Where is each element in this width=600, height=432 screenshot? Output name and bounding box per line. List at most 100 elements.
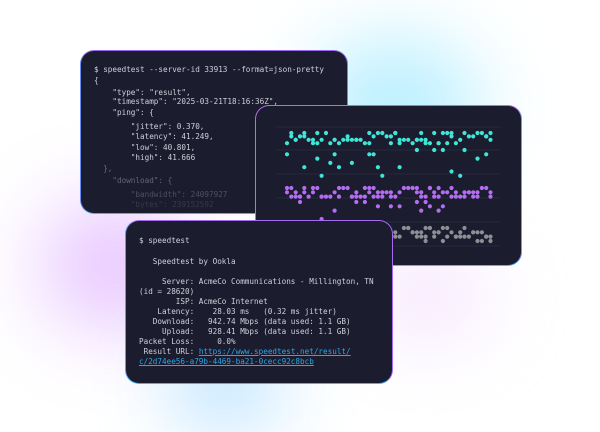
result-url-label: Result URL: <box>139 347 199 356</box>
cyan-dot <box>354 137 359 142</box>
grey-dot <box>471 230 476 235</box>
cyan-dot <box>319 173 324 178</box>
json-line: "download": { <box>94 176 173 185</box>
purple-dot <box>336 185 342 191</box>
cyan-dot <box>323 130 329 136</box>
purple-dot <box>414 190 419 195</box>
grey-dot <box>445 234 450 239</box>
cyan-dot <box>349 160 354 165</box>
grey-dot <box>432 230 437 235</box>
grey-dot <box>440 225 445 231</box>
grey-dot <box>432 234 437 239</box>
purple-dot <box>341 185 346 191</box>
purple-dot <box>371 185 376 191</box>
command-line: $ speedtest <box>139 236 190 245</box>
grey-dot <box>419 230 424 235</box>
cyan-dot <box>349 137 354 142</box>
purple-dot <box>436 194 441 199</box>
purple-dot <box>419 194 424 199</box>
purple-dot <box>284 190 290 195</box>
purple-dot <box>466 190 471 195</box>
purple-dot <box>440 204 445 209</box>
purple-dot <box>354 194 359 199</box>
cyan-dot <box>328 160 333 165</box>
purple-dot <box>397 204 402 209</box>
cyan-dot <box>315 156 320 161</box>
grey-dot <box>458 234 463 239</box>
cyan-dot <box>289 134 294 139</box>
purple-dot <box>367 190 372 195</box>
purple-dot <box>406 185 411 191</box>
purple-dot <box>362 185 367 191</box>
purple-dot <box>471 194 476 199</box>
purple-dot <box>427 204 432 209</box>
cyan-dot <box>284 141 290 146</box>
purple-dot <box>380 194 385 199</box>
cyan-dot <box>393 130 398 136</box>
purple-dot <box>449 194 454 199</box>
cyan-dot <box>315 141 320 146</box>
purple-dot <box>453 194 458 199</box>
cyan-dot <box>315 130 320 136</box>
cyan-dot <box>310 137 316 142</box>
grey-dot <box>393 234 398 239</box>
purple-dot <box>414 199 419 205</box>
cyan-dot <box>449 134 454 139</box>
grey-dot <box>475 230 480 235</box>
cyan-dot <box>367 141 372 146</box>
grey-dot <box>397 234 402 239</box>
grey-dot <box>423 238 428 244</box>
purple-dot <box>310 185 316 191</box>
grey-dot <box>406 225 411 231</box>
cyan-dot <box>440 130 445 136</box>
purple-dot <box>423 194 428 199</box>
cyan-dot <box>406 137 411 142</box>
purple-dot <box>436 208 441 213</box>
cyan-dot <box>427 141 432 146</box>
cyan-dot <box>419 130 424 136</box>
isp-line: ISP: AcmeCo Internet <box>139 297 268 306</box>
cyan-dot <box>336 141 342 146</box>
purple-dot <box>289 185 294 191</box>
grey-dot <box>466 234 471 239</box>
purple-dot <box>323 194 329 199</box>
cyan-dot <box>458 137 463 142</box>
grey-dot <box>423 234 428 239</box>
purple-dot <box>488 190 493 195</box>
purple-dot <box>440 190 445 195</box>
grey-dot <box>445 225 450 231</box>
cyan-dot <box>388 141 393 146</box>
json-line: "latency": 41.249, <box>94 132 214 141</box>
purple-dot <box>432 190 437 195</box>
cyan-dot <box>293 137 298 142</box>
cyan-dot <box>328 141 333 146</box>
purple-dot <box>332 190 337 195</box>
purple-dot <box>414 185 419 191</box>
cyan-dot <box>423 141 428 146</box>
result-url-link-continued[interactable]: c/2d74ee56-a79b-4469-ba21-0cecc92c8bcb <box>139 357 314 366</box>
cyan-dot <box>466 134 471 139</box>
purple-dot <box>354 190 359 195</box>
app-title: Speedtest by Ookla <box>139 257 236 266</box>
result-url-link[interactable]: https://www.speedtest.net/result/ <box>198 347 351 356</box>
cyan-dot <box>458 173 463 178</box>
cyan-dot <box>380 173 385 178</box>
cyan-dot <box>319 137 324 142</box>
purple-dot <box>328 194 333 199</box>
json-line: "bytes": 239152592 <box>94 200 214 209</box>
cyan-dot <box>397 165 402 170</box>
purple-dot <box>436 185 441 191</box>
purple-dot <box>388 194 393 199</box>
result-url-line: Result URL: https://www.speedtest.net/re… <box>139 347 351 357</box>
purple-dot <box>475 190 480 195</box>
purple-dot <box>423 199 428 205</box>
cyan-dot <box>397 141 402 146</box>
purple-dot <box>453 190 458 195</box>
grey-dot <box>475 238 480 244</box>
cyan-dot <box>302 130 307 136</box>
cyan-dot <box>414 137 419 142</box>
cyan-dot <box>449 130 454 136</box>
cyan-dot <box>462 147 467 153</box>
cyan-dot <box>345 137 350 142</box>
cyan-dot <box>397 137 402 142</box>
